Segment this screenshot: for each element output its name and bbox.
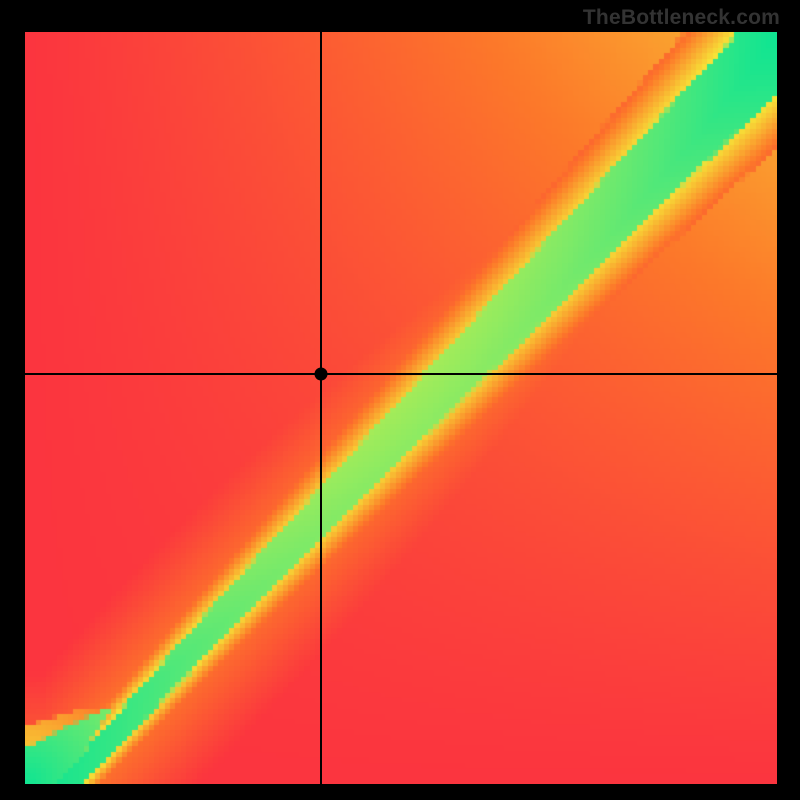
heatmap-canvas [25,32,777,784]
crosshair-marker-dot [314,368,327,381]
plot-frame [25,32,777,784]
crosshair-vertical [320,32,322,784]
watermark-text: TheBottleneck.com [583,6,780,30]
crosshair-horizontal [25,373,777,375]
chart-container: TheBottleneck.com [0,0,800,800]
